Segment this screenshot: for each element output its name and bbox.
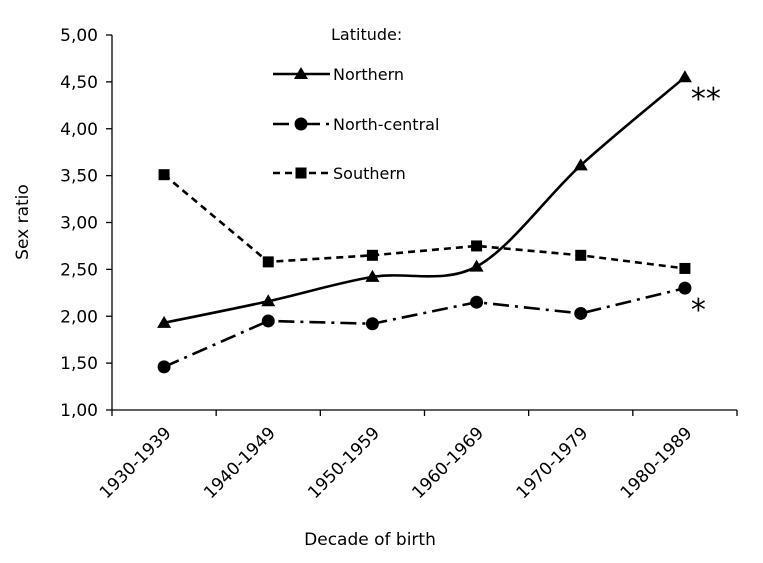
legend-label-southern: Southern (333, 164, 406, 183)
y-tick-label: 4,00 (60, 120, 98, 140)
data-point-southern (366, 249, 378, 261)
data-point-northern (157, 315, 172, 328)
data-point-southern (262, 256, 274, 268)
legend-label-north-central: North-central (333, 115, 439, 134)
data-point-southern (158, 169, 170, 181)
series-line-northern (163, 76, 686, 325)
y-tick-label: 1,50 (60, 354, 98, 374)
series-line-north-central (163, 286, 686, 369)
data-point-southern (471, 240, 483, 252)
legend-label-northern: Northern (333, 65, 404, 84)
data-point-northern (573, 158, 588, 171)
y-axis-title: Sex ratio (13, 184, 33, 260)
x-axis-title: Decade of birth (304, 530, 436, 550)
data-point-northern (365, 269, 380, 282)
legend-marker-north-central (294, 117, 308, 131)
y-tick-label: 3,50 (60, 167, 98, 187)
data-point-northern (261, 294, 276, 307)
legend-item-north-central: North-central (273, 115, 439, 134)
x-tick-label: 1950-1959 (304, 423, 384, 503)
data-point-northern (469, 259, 484, 272)
x-tick-label: 1960-1969 (408, 423, 488, 503)
data-point-north-central (470, 295, 484, 309)
x-tick-label: 1970-1979 (513, 423, 593, 503)
data-point-northern (677, 70, 692, 83)
data-point-north-central (678, 281, 692, 295)
y-tick-label: 2,00 (60, 307, 98, 327)
y-tick-label: 1,00 (60, 401, 98, 421)
series-layer: *** (157, 70, 721, 374)
y-tick-label: 4,50 (60, 73, 98, 93)
legend-marker-southern (295, 167, 307, 179)
axes (111, 35, 737, 411)
legend: Latitude: Northern North-central Southern (273, 25, 439, 183)
data-point-north-central (261, 314, 275, 328)
x-tick-label: 1940-1949 (200, 423, 280, 503)
x-tick-label: 1980-1989 (617, 423, 697, 503)
series-southern (158, 169, 691, 274)
y-axis-ticks: 1,00 1,50 2,00 2,50 3,00 3,50 4,00 4,50 5,00 (60, 26, 112, 421)
x-axis-ticks: 1930-1939 1940-1949 1950-1959 1960-1969 1970… (96, 410, 738, 503)
data-point-southern (575, 249, 587, 261)
y-tick-label: 5,00 (60, 26, 98, 46)
legend-item-northern: Northern (273, 65, 404, 84)
series-line-southern (163, 173, 686, 270)
significance-annotation-northern: ** (691, 82, 721, 117)
series-north-central: * (157, 281, 706, 374)
legend-item-southern: Southern (273, 164, 406, 183)
data-point-north-central (157, 360, 171, 374)
legend-marker-northern (294, 67, 308, 79)
significance-annotation-north-central: * (691, 293, 706, 328)
series-northern: ** (157, 70, 721, 328)
legend-title: Latitude: (331, 25, 402, 44)
y-tick-label: 3,00 (60, 214, 98, 234)
y-tick-label: 2,50 (60, 260, 98, 280)
data-point-southern (679, 262, 691, 274)
data-point-north-central (574, 306, 588, 320)
x-tick-label: 1930-1939 (96, 423, 176, 503)
data-point-north-central (365, 317, 379, 331)
